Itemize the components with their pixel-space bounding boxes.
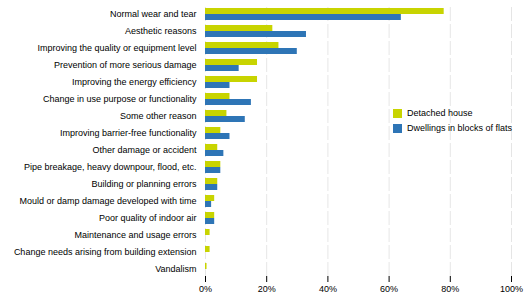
svg-text:Vandalism: Vandalism (155, 264, 196, 274)
svg-text:Other damage or accident: Other damage or accident (92, 145, 197, 155)
svg-text:60%: 60% (380, 284, 398, 294)
svg-text:Improving barrier-free functio: Improving barrier-free functionality (60, 128, 197, 138)
svg-text:100%: 100% (500, 284, 523, 294)
svg-text:40%: 40% (319, 284, 337, 294)
svg-text:0%: 0% (199, 284, 212, 294)
svg-text:Change in use purpose or funct: Change in use purpose or functionality (43, 94, 197, 104)
svg-text:Some other reason: Some other reason (120, 111, 197, 121)
svg-text:Maintenance and usage errors: Maintenance and usage errors (74, 230, 197, 240)
svg-text:Poor quality of indoor air: Poor quality of indoor air (99, 213, 197, 223)
svg-text:Normal wear and tear: Normal wear and tear (110, 9, 197, 19)
svg-text:Improving the quality or equip: Improving the quality or equipment level (37, 43, 196, 53)
html-text:Detached house: Detached house (407, 108, 473, 118)
svg-text:Change needs arising from buil: Change needs arising from building exten… (14, 247, 197, 257)
svg-text:Improving the energy efficienc: Improving the energy efficiency (72, 77, 197, 87)
svg-text:Pipe breakage, heavy downpour,: Pipe breakage, heavy downpour, flood, et… (24, 162, 197, 172)
svg-text:Prevention of more serious dam: Prevention of more serious damage (54, 60, 197, 70)
svg-text:Mould or damp damage developed: Mould or damp damage developed with time (19, 196, 196, 206)
html-text:Dwellings in blocks of flats: Dwellings in blocks of flats (407, 123, 512, 133)
svg-text:Building or planning errors: Building or planning errors (91, 179, 197, 189)
svg-text:20%: 20% (258, 284, 276, 294)
svg-text:Aesthetic reasons: Aesthetic reasons (125, 26, 197, 36)
svg-text:80%: 80% (441, 284, 459, 294)
